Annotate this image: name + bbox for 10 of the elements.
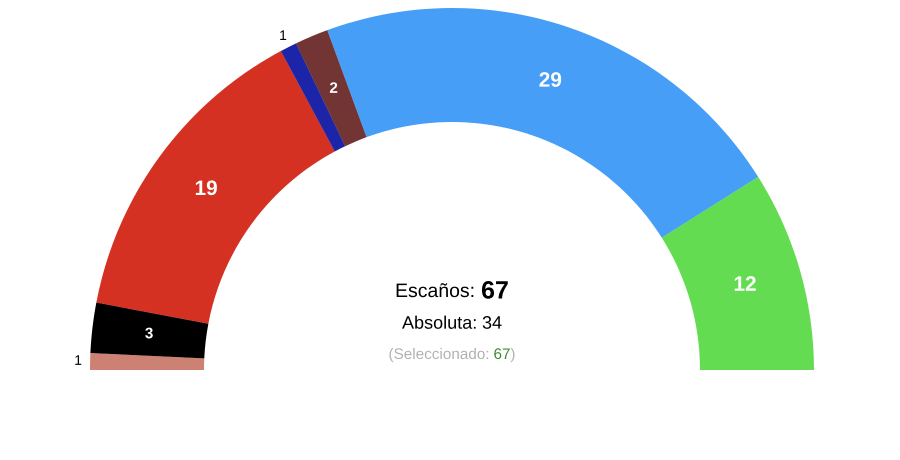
text: (Seleccionado: 67) [389,348,515,362]
data-label: 1 [280,30,286,40]
data-label: 2 [330,82,338,93]
data-label: 29 [539,72,562,87]
data-label: 19 [196,180,217,196]
data-label: 1 [75,355,82,365]
text: Escaños: 67 [396,281,508,299]
data-label: 12 [734,276,756,291]
text: Absoluta: 34 [402,316,502,329]
data-label: 3 [145,328,153,338]
